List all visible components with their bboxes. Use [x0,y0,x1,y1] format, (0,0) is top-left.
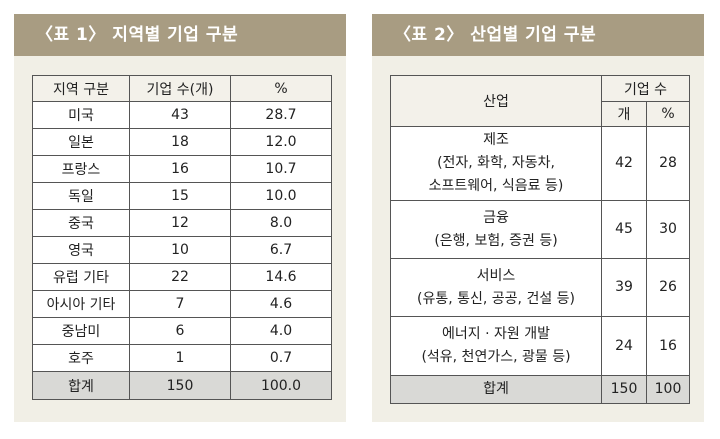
industry-detail: 소프트웨어, 식음료 등) [428,178,564,194]
industry-name: 금융 [483,209,509,226]
total-percent: 100.0 [230,371,332,400]
table-header-row: 지역 구분 기업 수(개) % [32,75,332,102]
count-cell: 39 [601,258,647,317]
table-row: 서비스 (유통, 통신, 공공, 건설 등) 39 26 [390,258,690,317]
count-cell: 7 [129,290,231,318]
table-row: 독일 15 10.0 [32,182,332,210]
header-count: 기업 수(개) [129,75,231,102]
table-row: 중남미 6 4.0 [32,317,332,345]
percent-cell: 16 [646,316,690,376]
table-row: 금융 (은행, 보험, 증권 등) 45 30 [390,200,690,259]
percent-cell: 10.7 [230,155,332,183]
table-row: 아시아 기타 7 4.6 [32,290,332,318]
count-cell: 42 [601,126,647,201]
percent-cell: 6.7 [230,236,332,264]
industry-cell: 서비스 (유통, 통신, 공공, 건설 등) [390,258,602,317]
count-cell: 43 [129,101,231,129]
count-cell: 12 [129,209,231,237]
header-percent: % [230,75,332,102]
percent-cell: 10.0 [230,182,332,210]
percent-cell: 8.0 [230,209,332,237]
industry-name: 서비스 [476,267,516,284]
table-header-row: 산업 기업 수 [390,75,690,127]
percent-cell: 28.7 [230,101,332,129]
industry-table: 산업 기업 수 개 % 제조 (전자, 화학, 자동차, 소프트웨어, 식음료 … [390,75,690,404]
percent-cell: 0.7 [230,344,332,372]
industry-detail: (은행, 보험, 증권 등) [434,232,558,249]
table-row: 호주 1 0.7 [32,344,332,372]
region-cell: 유럽 기타 [32,263,130,291]
table-row: 프랑스 16 10.7 [32,155,332,183]
count-cell: 1 [129,344,231,372]
total-row: 합계 150 100.0 [32,371,332,400]
industry-cell: 에너지 · 자원 개발 (석유, 천연가스, 광물 등) [390,316,602,376]
count-cell: 18 [129,128,231,156]
total-percent: 100 [646,375,690,404]
count-cell: 15 [129,182,231,210]
table2-title: 〈표 2〉 산업별 기업 구분 [372,14,704,56]
header-percent: % [646,101,690,127]
count-cell: 24 [601,316,647,376]
percent-cell: 28 [646,126,690,201]
total-count: 150 [601,375,647,404]
count-cell: 22 [129,263,231,291]
table-row: 일본 18 12.0 [32,128,332,156]
percent-cell: 26 [646,258,690,317]
table1-title: 〈표 1〉 지역별 기업 구분 [14,14,346,56]
industry-name: 에너지 · 자원 개발 [442,326,550,342]
total-row: 합계 150 100 [390,375,690,404]
region-cell: 프랑스 [32,155,130,183]
percent-cell: 30 [646,200,690,259]
region-table: 지역 구분 기업 수(개) % 미국 43 28.7 일본 18 12.0 프랑… [32,75,332,400]
region-cell: 미국 [32,101,130,129]
region-cell: 중국 [32,209,130,237]
table-row: 에너지 · 자원 개발 (석유, 천연가스, 광물 등) 24 16 [390,316,690,376]
region-cell: 아시아 기타 [32,290,130,318]
percent-cell: 12.0 [230,128,332,156]
region-cell: 중남미 [32,317,130,345]
table-row: 중국 12 8.0 [32,209,332,237]
table2-panel: 〈표 2〉 산업별 기업 구분 산업 기업 수 개 % 제조 (전자, 화학, … [372,14,704,422]
header-industry: 산업 [390,75,602,127]
industry-detail: (전자, 화학, 자동차, [437,155,555,171]
count-cell: 45 [601,200,647,259]
table-subheader-row: 개 % [391,101,690,127]
table-row: 영국 10 6.7 [32,236,332,264]
table-row: 제조 (전자, 화학, 자동차, 소프트웨어, 식음료 등) 42 28 [390,126,690,201]
region-cell: 독일 [32,182,130,210]
count-cell: 16 [129,155,231,183]
industry-name: 제조 [483,132,509,148]
count-cell: 6 [129,317,231,345]
total-label: 합계 [390,375,602,404]
percent-cell: 14.6 [230,263,332,291]
industry-cell: 금융 (은행, 보험, 증권 등) [390,200,602,259]
header-region: 지역 구분 [32,75,130,102]
table-row: 유럽 기타 22 14.6 [32,263,332,291]
table1-panel: 〈표 1〉 지역별 기업 구분 지역 구분 기업 수(개) % 미국 43 28… [14,14,346,422]
total-count: 150 [129,371,231,400]
region-cell: 일본 [32,128,130,156]
percent-cell: 4.0 [230,317,332,345]
region-cell: 영국 [32,236,130,264]
header-unit: 개 [601,101,647,127]
region-cell: 호주 [32,344,130,372]
industry-detail: (석유, 천연가스, 광물 등) [421,349,571,365]
count-cell: 10 [129,236,231,264]
industry-detail: (유통, 통신, 공공, 건설 등) [417,290,575,307]
industry-cell: 제조 (전자, 화학, 자동차, 소프트웨어, 식음료 등) [390,126,602,201]
table-row: 미국 43 28.7 [32,101,332,129]
header-count: 기업 수 [601,75,690,102]
percent-cell: 4.6 [230,290,332,318]
total-label: 합계 [32,371,130,400]
